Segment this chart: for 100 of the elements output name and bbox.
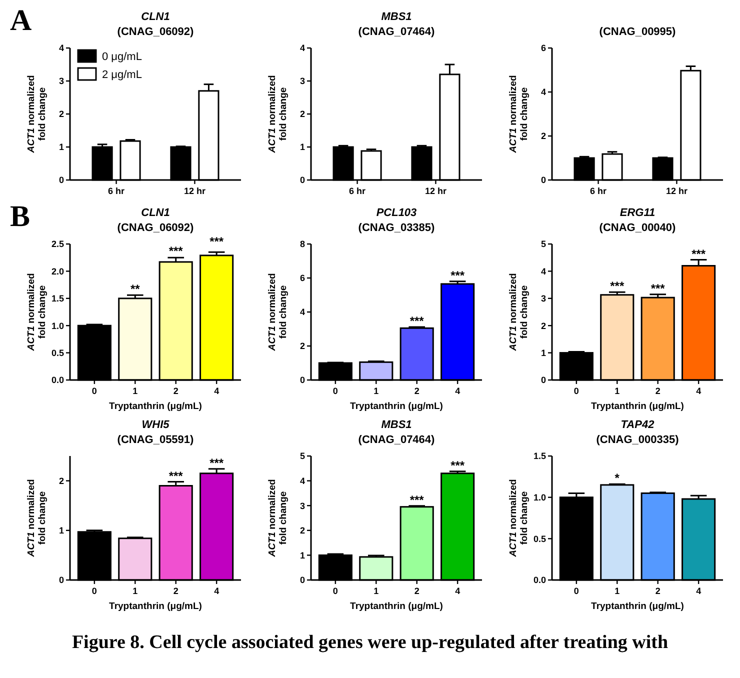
y-tick-label: 0 xyxy=(300,375,305,386)
x-tick-label: 0 xyxy=(92,586,97,596)
annotation: ** xyxy=(130,282,140,296)
y-tick-label: 0.5 xyxy=(533,534,546,544)
chart-title: CLN1 xyxy=(141,207,170,219)
x-tick-label: 0 xyxy=(332,586,338,596)
y-tick-label: 0 xyxy=(58,175,64,186)
x-tick-label: 0 xyxy=(92,386,97,396)
y-tick-label: 1.0 xyxy=(533,492,546,502)
annotation: * xyxy=(614,471,620,486)
y-tick-label: 2.0 xyxy=(51,266,64,276)
text: B xyxy=(10,200,30,233)
x-axis-title: Tryptanthrin (μg/mL) xyxy=(591,601,684,612)
y-tick-label: 4 xyxy=(540,87,546,98)
x-tick-label: 4 xyxy=(214,386,220,396)
x-tick-label: 2 xyxy=(414,586,420,596)
x-tick-label: 6 hr xyxy=(108,186,126,196)
y-tick-label: 0 xyxy=(58,575,64,586)
x-tick-label: 1 xyxy=(614,386,620,396)
y-tick-label: 1 xyxy=(540,348,546,358)
x-axis-title: Tryptanthrin (μg/mL) xyxy=(109,601,202,612)
y-tick-label: 2.5 xyxy=(51,239,64,250)
y-tick-label: 2 xyxy=(300,341,305,352)
annotation: *** xyxy=(450,268,465,282)
y-tick-label: 5 xyxy=(300,451,305,462)
x-axis-title: Tryptanthrin (μg/mL) xyxy=(350,601,443,612)
chart-subtitle: (CNAG_07464) xyxy=(358,26,436,38)
annotation: *** xyxy=(650,281,666,296)
chart-title: WHI5 xyxy=(142,419,170,431)
annotation: *** xyxy=(450,458,465,472)
legend-label: 2 μg/mL xyxy=(102,69,142,81)
x-tick-label: 0 xyxy=(574,586,579,596)
y-tick-label: 0 xyxy=(540,175,546,186)
y-tick-label: 1 xyxy=(58,142,64,152)
y-tick-label: 5 xyxy=(540,239,546,250)
chart-subtitle: (CNAG_06092) xyxy=(117,222,194,234)
chart-title: MBS1 xyxy=(381,419,412,431)
y-tick-label: 3 xyxy=(540,294,546,304)
x-tick-label: 6 hr xyxy=(349,186,366,196)
y-tick-label: 8 xyxy=(300,239,305,250)
y-tick-label: 1.5 xyxy=(533,451,546,462)
annotation: *** xyxy=(692,246,706,261)
x-tick-label: 1 xyxy=(614,586,620,596)
y-tick-label: 1.5 xyxy=(51,294,64,304)
y-tick-label: 6 xyxy=(540,43,546,54)
y-tick-label: 1.0 xyxy=(51,320,64,331)
x-axis-title: Tryptanthrin (μg/mL) xyxy=(591,401,684,412)
text: Figure 8. Cell cycle associated genes were up-regulated after treating with xyxy=(72,632,668,653)
y-tick-label: 0.0 xyxy=(533,575,546,586)
annotation: *** xyxy=(410,492,424,507)
y-tick-label: 1 xyxy=(300,550,305,560)
y-tick-label: 4 xyxy=(300,43,305,54)
x-tick-label: 2 xyxy=(655,586,660,596)
x-tick-label: 1 xyxy=(374,386,379,396)
annotation: *** xyxy=(210,456,224,470)
text: A xyxy=(10,4,32,37)
y-tick-label: 0 xyxy=(540,375,546,386)
y-tick-label: 0.0 xyxy=(51,375,64,386)
chart-title: CLN1 xyxy=(141,11,170,23)
y-tick-label: 4 xyxy=(300,476,305,486)
y-tick-label: 2 xyxy=(540,320,546,331)
chart-subtitle: (CNAG_00040) xyxy=(599,222,676,234)
annotation: *** xyxy=(168,468,184,483)
x-tick-label: 2 xyxy=(173,386,178,396)
legend-label: 0 μg/mL xyxy=(102,51,142,63)
y-tick-label: 2 xyxy=(540,131,546,142)
y-tick-label: 2 xyxy=(300,109,305,120)
x-tick-label: 12 hr xyxy=(424,186,447,196)
x-tick-label: 2 xyxy=(655,386,660,396)
y-tick-label: 2 xyxy=(58,476,64,486)
x-tick-label: 12 hr xyxy=(666,186,688,196)
x-tick-label: 0 xyxy=(574,386,579,396)
y-tick-label: 6 xyxy=(300,273,305,284)
x-axis-title: Tryptanthrin (μg/mL) xyxy=(109,401,202,412)
x-tick-label: 12 hr xyxy=(184,186,206,196)
annotation: *** xyxy=(610,279,624,294)
annotation: *** xyxy=(410,314,424,328)
x-tick-label: 4 xyxy=(696,386,702,396)
x-tick-label: 4 xyxy=(455,386,460,396)
chart-subtitle: (CNAG_07464) xyxy=(358,434,436,446)
chart-subtitle: (CNAG_05591) xyxy=(117,434,194,446)
y-tick-label: 1 xyxy=(58,526,64,536)
x-tick-label: 6 hr xyxy=(590,186,608,196)
chart-subtitle: (CNAG_06092) xyxy=(117,26,194,38)
y-tick-label: 4 xyxy=(540,266,546,276)
x-tick-label: 4 xyxy=(214,586,220,596)
y-tick-label: 4 xyxy=(300,307,305,318)
x-tick-label: 1 xyxy=(374,586,379,596)
chart-subtitle: (CNAG_00995) xyxy=(599,26,676,38)
x-tick-label: 0 xyxy=(332,386,338,396)
y-tick-label: 3 xyxy=(300,76,305,86)
y-tick-label: 4 xyxy=(58,43,64,54)
chart-subtitle: (CNAG_000335) xyxy=(596,434,680,446)
y-tick-label: 0.5 xyxy=(51,348,64,358)
y-tick-label: 0 xyxy=(300,175,305,186)
y-tick-label: 1 xyxy=(300,142,305,152)
annotation: *** xyxy=(168,244,184,258)
chart-title: ERG11 xyxy=(620,207,656,219)
y-tick-label: 3 xyxy=(300,500,305,511)
chart-subtitle: (CNAG_03385) xyxy=(358,222,436,234)
